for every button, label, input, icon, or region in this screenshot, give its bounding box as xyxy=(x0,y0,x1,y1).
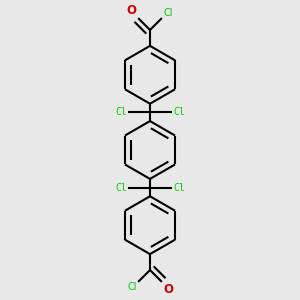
Text: O: O xyxy=(127,4,137,17)
Text: O: O xyxy=(163,283,173,296)
Text: Cl: Cl xyxy=(163,8,173,17)
Text: Cl: Cl xyxy=(127,283,137,292)
Text: Cl: Cl xyxy=(173,107,185,117)
Text: Cl: Cl xyxy=(115,183,127,193)
Text: Cl: Cl xyxy=(115,107,127,117)
Text: Cl: Cl xyxy=(173,183,185,193)
